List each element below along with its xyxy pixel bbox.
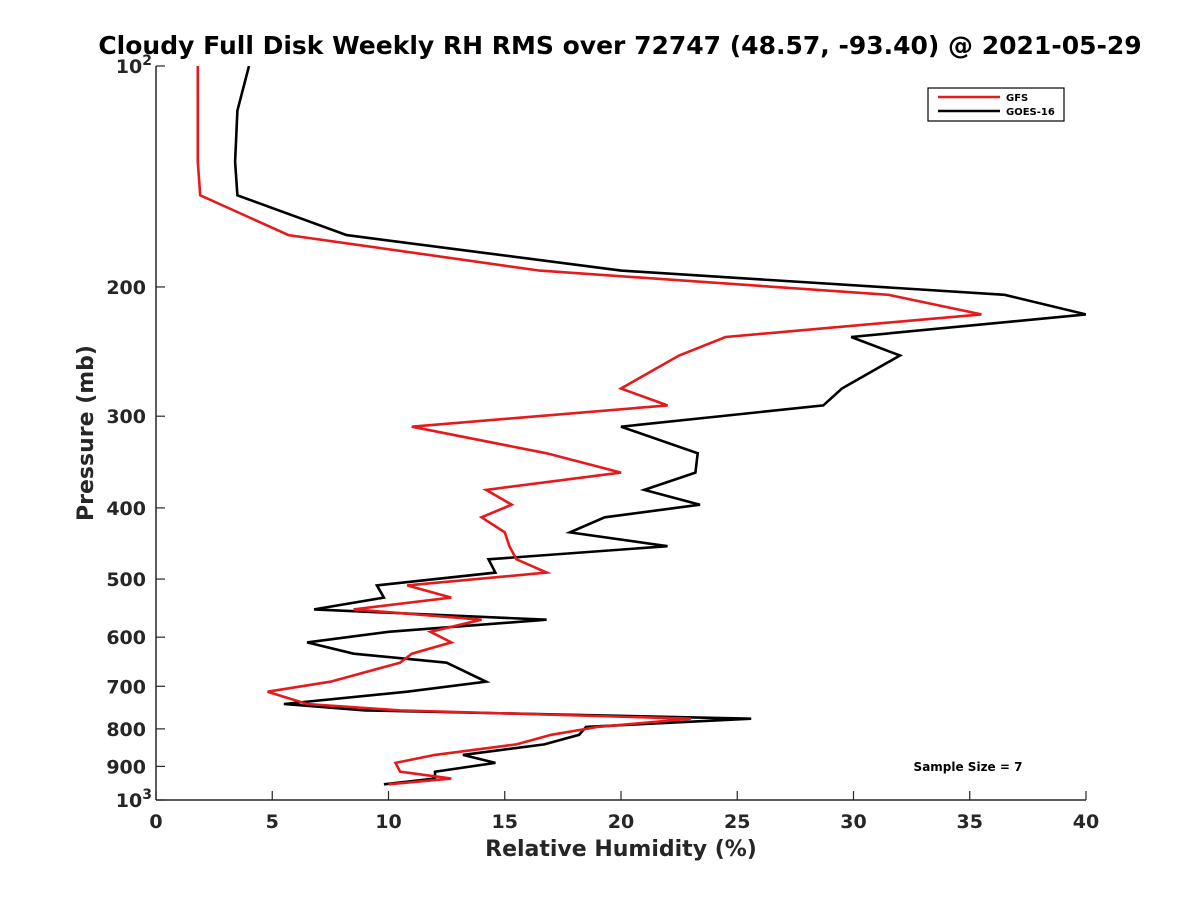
y-axis-label: Pressure (mb) xyxy=(74,345,99,521)
y-tick-label: 103 xyxy=(116,787,152,812)
x-tick-label: 35 xyxy=(957,811,983,833)
x-tick-label: 30 xyxy=(840,811,866,833)
x-tick-label: 10 xyxy=(375,811,401,833)
legend-label: GOES-16 xyxy=(1006,107,1055,118)
y-tick-label: 900 xyxy=(106,756,146,778)
y-tick-label: 300 xyxy=(106,406,146,428)
y-tick-label: 500 xyxy=(106,569,146,591)
x-tick-label: 20 xyxy=(608,811,634,833)
y-tick-label: 600 xyxy=(106,627,146,649)
legend-box xyxy=(927,87,1065,122)
x-tick-label: 0 xyxy=(149,811,162,833)
x-tick-label: 25 xyxy=(724,811,750,833)
x-tick-label: 40 xyxy=(1073,811,1099,833)
x-tick-label: 15 xyxy=(492,811,518,833)
y-tick-label: 102 xyxy=(116,53,152,78)
sample-size-annotation: Sample Size = 7 xyxy=(914,760,1023,774)
y-tick-label: 400 xyxy=(106,498,146,520)
x-axis-label: Relative Humidity (%) xyxy=(485,837,757,862)
series-line-goes-16 xyxy=(233,66,1086,786)
chart-title: Cloudy Full Disk Weekly RH RMS over 7274… xyxy=(98,31,1141,60)
y-tick-label: 200 xyxy=(106,277,146,299)
x-tick-label: 5 xyxy=(266,811,279,833)
legend-label: GFS xyxy=(1006,93,1028,104)
y-tick-label: 800 xyxy=(106,719,146,741)
legend: GFS GOES-16 xyxy=(927,87,1065,122)
y-tick-label: 700 xyxy=(106,676,146,698)
series-line-gfs xyxy=(196,66,982,786)
